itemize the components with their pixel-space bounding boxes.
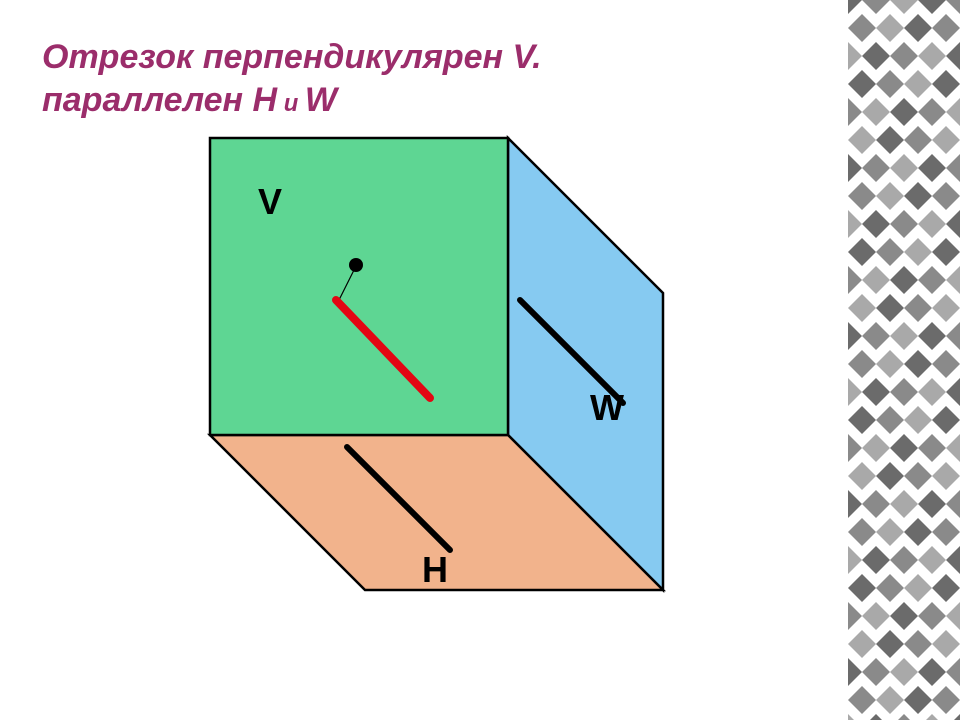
title-line2-and: и	[277, 90, 305, 117]
plane-label-H: H	[422, 549, 448, 590]
title-line2-part1: параллелен Н	[42, 81, 277, 119]
plane-label-V: V	[258, 181, 282, 222]
title-line1: Отрезок перпендикулярен V.	[42, 36, 542, 79]
plane-label-W: W	[590, 387, 624, 428]
slide-title: Отрезок перпендикулярен V. параллелен Н …	[42, 36, 542, 121]
slide: Отрезок перпендикулярен V. параллелен Н …	[0, 0, 960, 720]
title-line2-part2: W	[305, 81, 337, 119]
projection-point	[349, 258, 363, 272]
plane-V	[210, 138, 508, 435]
title-line2: параллелен Н и W	[42, 79, 542, 122]
